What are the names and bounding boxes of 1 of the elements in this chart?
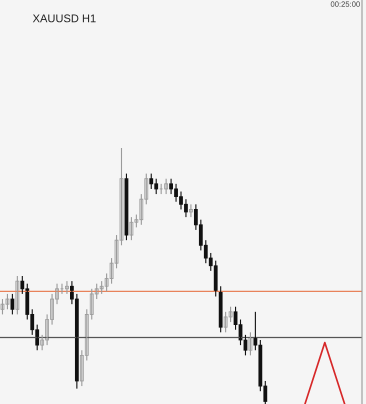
chart-title: XAUUSD H1: [32, 14, 96, 22]
